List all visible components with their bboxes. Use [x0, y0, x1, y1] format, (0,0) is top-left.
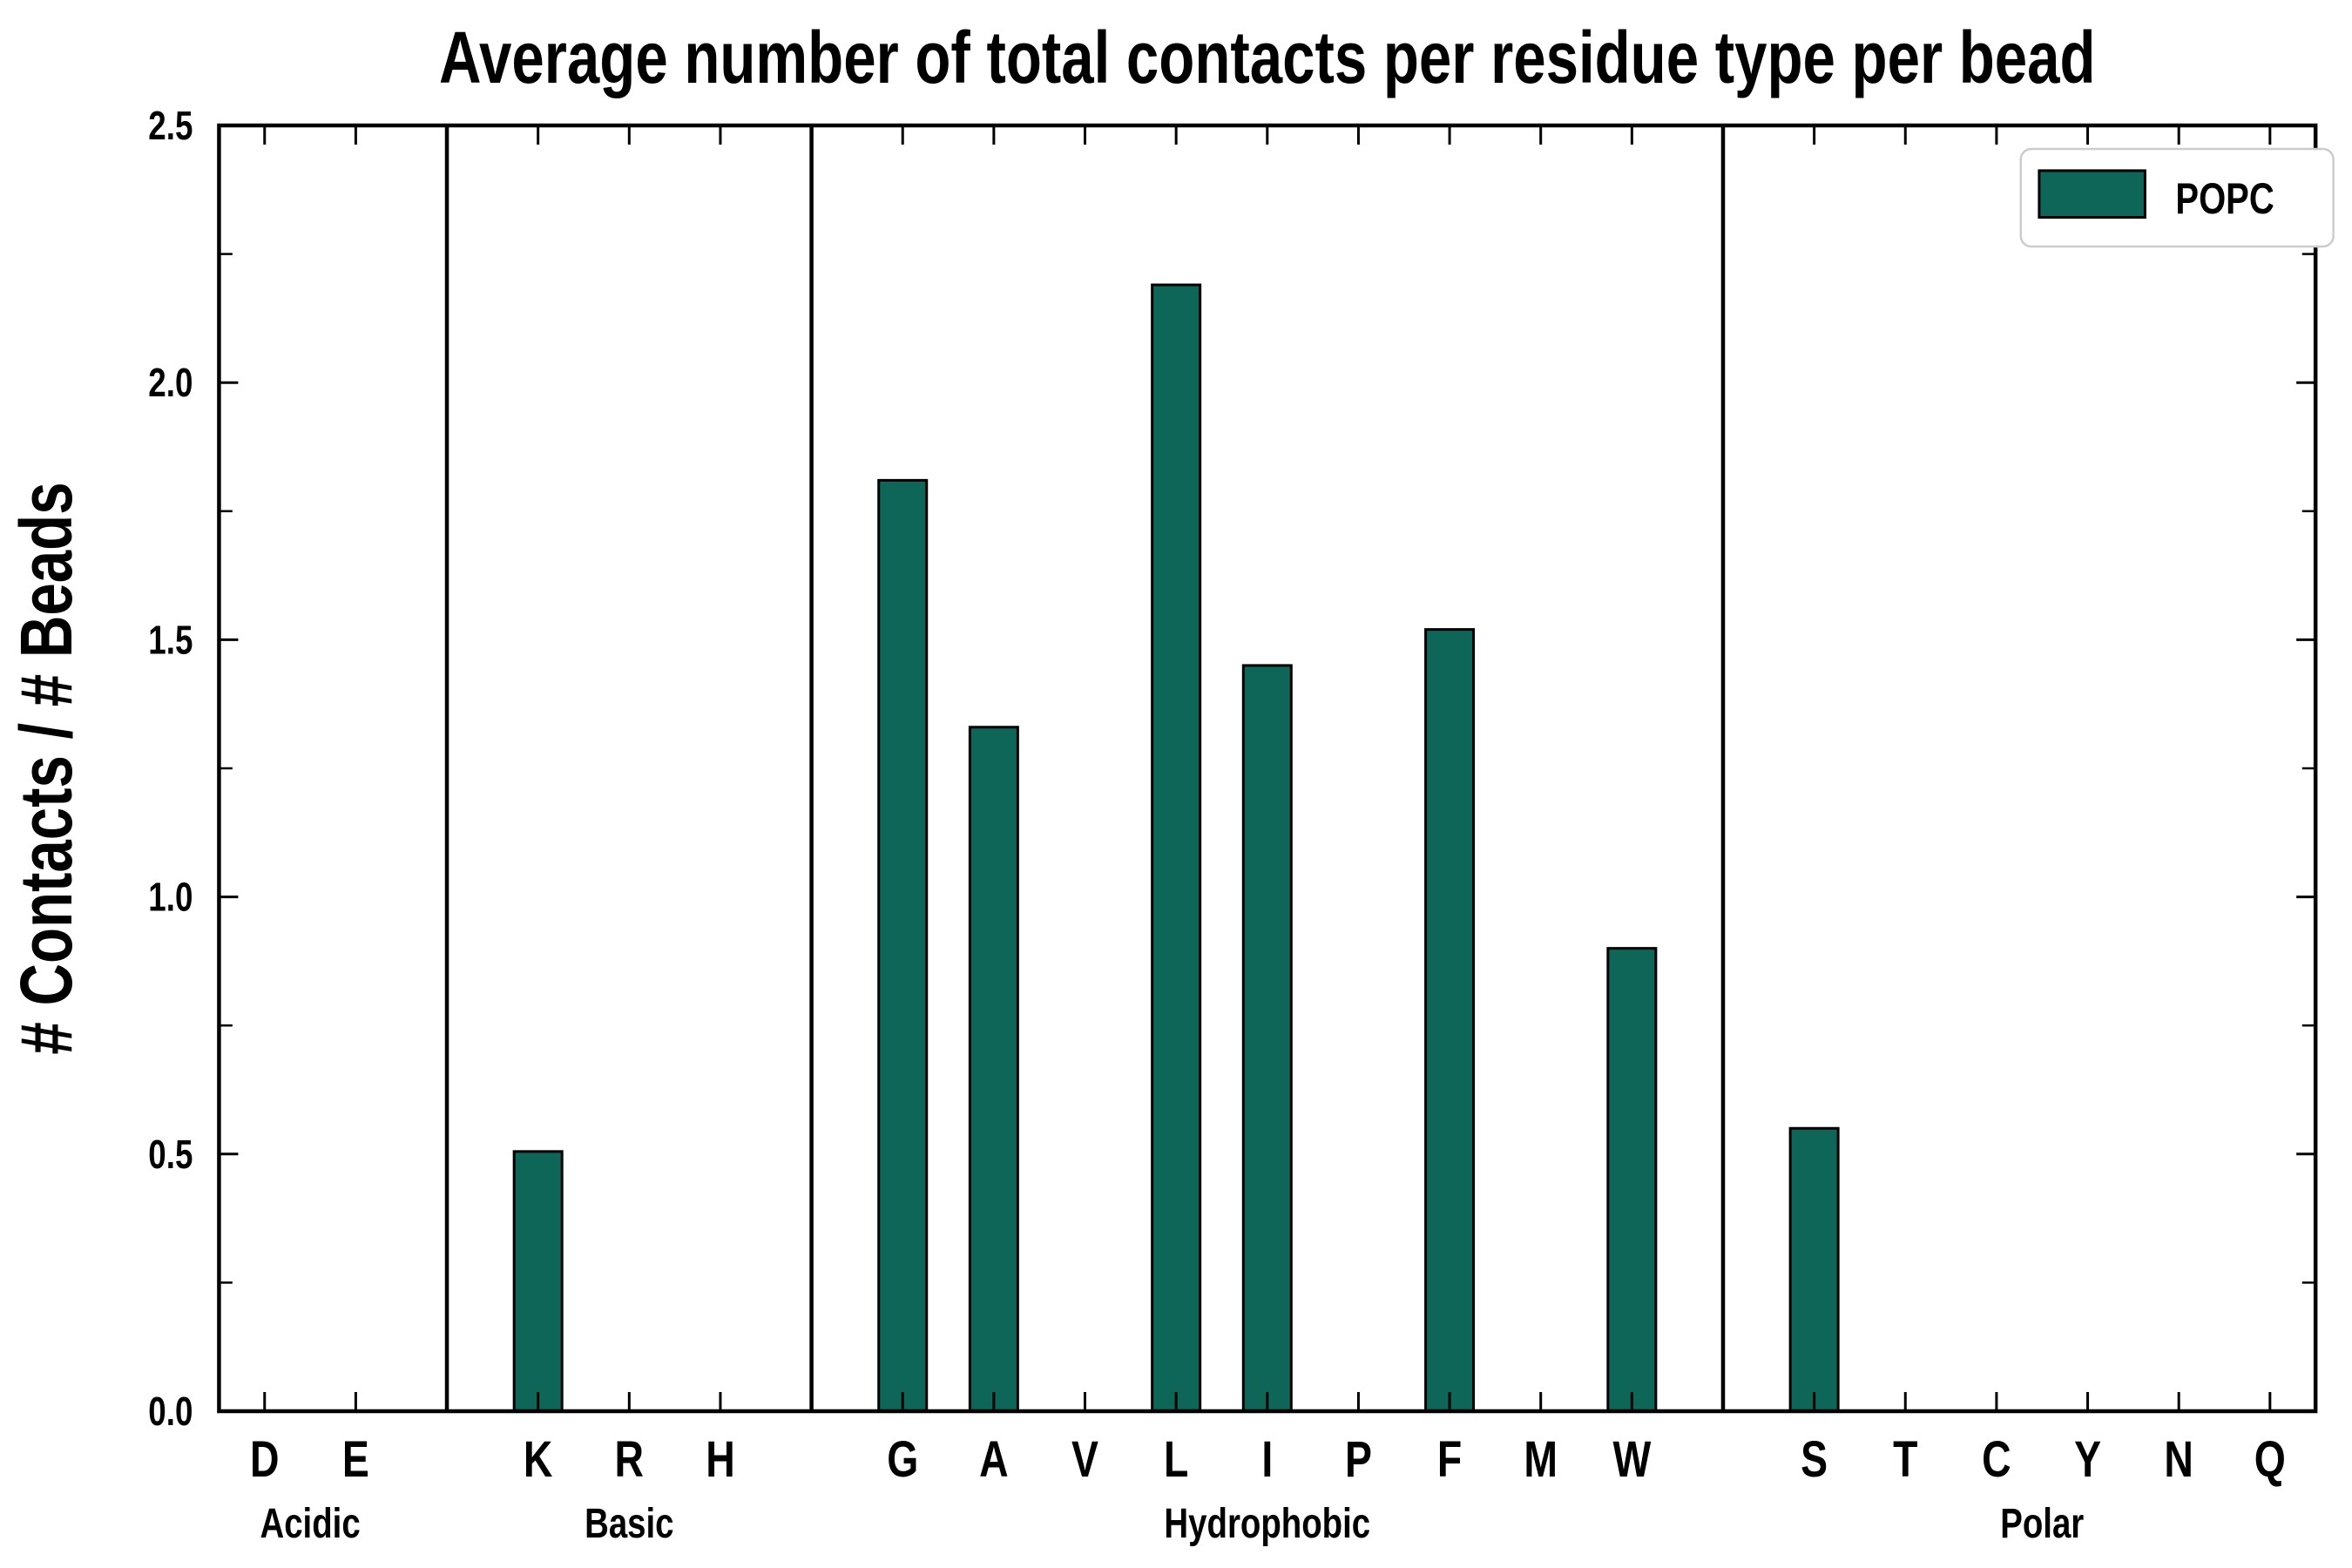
svg-text:R: R — [615, 1431, 645, 1488]
svg-text:POPC: POPC — [2175, 174, 2274, 223]
svg-text:M: M — [1524, 1431, 1558, 1488]
svg-text:H: H — [706, 1431, 735, 1488]
svg-text:N: N — [2164, 1431, 2193, 1488]
svg-text:C: C — [1982, 1431, 2011, 1488]
svg-text:Polar: Polar — [2000, 1501, 2084, 1547]
svg-text:0.5: 0.5 — [148, 1132, 193, 1177]
svg-text:1.5: 1.5 — [148, 617, 193, 662]
svg-text:Average number of total contac: Average number of total contacts per res… — [439, 17, 2096, 99]
svg-text:2.5: 2.5 — [148, 103, 193, 148]
svg-text:S: S — [1801, 1431, 1828, 1488]
svg-text:0.0: 0.0 — [148, 1389, 193, 1434]
svg-text:Acidic: Acidic — [260, 1501, 360, 1547]
svg-text:A: A — [979, 1431, 1009, 1488]
svg-text:F: F — [1437, 1431, 1462, 1488]
svg-text:Y: Y — [2074, 1431, 2101, 1488]
svg-text:V: V — [1071, 1431, 1098, 1488]
svg-text:Hydrophobic: Hydrophobic — [1164, 1501, 1370, 1547]
svg-text:G: G — [887, 1431, 918, 1488]
svg-text:P: P — [1345, 1431, 1372, 1488]
svg-text:1.0: 1.0 — [148, 875, 193, 920]
svg-text:W: W — [1612, 1431, 1651, 1488]
svg-text:Basic: Basic — [585, 1501, 673, 1547]
svg-text:T: T — [1893, 1431, 1917, 1488]
svg-text:2.0: 2.0 — [148, 360, 193, 405]
svg-text:D: D — [250, 1431, 280, 1488]
svg-text:# Contacts / # Beads: # Contacts / # Beads — [6, 482, 88, 1054]
svg-text:Q: Q — [2254, 1431, 2286, 1488]
svg-text:E: E — [342, 1431, 369, 1488]
svg-text:I: I — [1261, 1431, 1273, 1488]
svg-text:L: L — [1164, 1431, 1188, 1488]
svg-text:K: K — [524, 1431, 553, 1488]
